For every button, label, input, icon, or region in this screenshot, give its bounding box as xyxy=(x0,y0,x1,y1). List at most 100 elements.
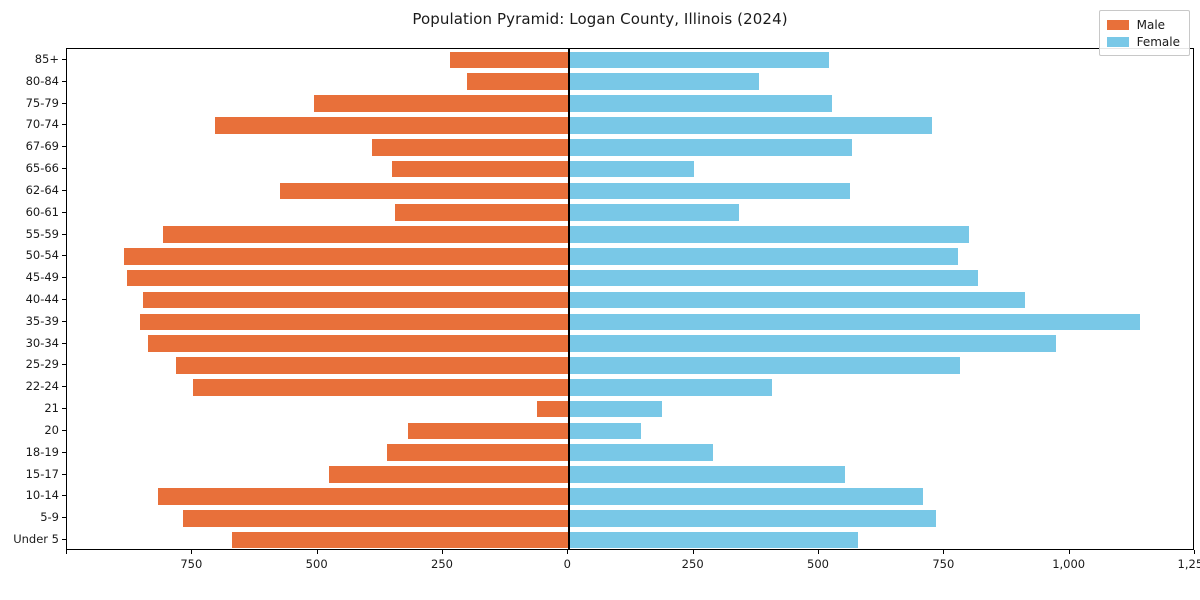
bar-female[interactable] xyxy=(568,531,858,549)
bar-male[interactable] xyxy=(450,51,569,69)
x-tick-label: 1,250 xyxy=(1177,557,1200,571)
bar-female[interactable] xyxy=(568,73,760,91)
bar-male[interactable] xyxy=(183,509,569,527)
y-tick-mark xyxy=(62,233,66,235)
y-tick-mark xyxy=(62,211,66,213)
x-tick-label: 500 xyxy=(305,557,328,571)
y-tick-label: 35-39 xyxy=(25,313,59,328)
bar-male[interactable] xyxy=(536,400,569,418)
bar-male[interactable] xyxy=(392,160,569,178)
pyramid-row xyxy=(67,248,1193,265)
bar-female[interactable] xyxy=(568,313,1141,331)
bar-female[interactable] xyxy=(568,357,961,374)
bar-female[interactable] xyxy=(568,182,850,200)
x-tick-mark xyxy=(66,550,67,554)
bar-female[interactable] xyxy=(568,204,740,221)
bar-male[interactable] xyxy=(407,422,569,440)
pyramid-row xyxy=(67,466,1193,483)
pyramid-row xyxy=(67,488,1193,505)
bar-male[interactable] xyxy=(123,248,569,265)
bar-female[interactable] xyxy=(568,51,830,69)
y-tick-mark xyxy=(62,189,66,191)
bar-male[interactable] xyxy=(313,95,569,112)
x-tick-mark xyxy=(692,550,694,554)
legend-item-female[interactable]: Female xyxy=(1106,33,1180,50)
y-tick-mark xyxy=(62,299,66,300)
bar-female[interactable] xyxy=(568,95,833,112)
bar-male[interactable] xyxy=(193,379,569,396)
bar-female[interactable] xyxy=(568,509,937,527)
bar-male[interactable] xyxy=(372,138,569,156)
x-tick-label: 250 xyxy=(681,557,704,571)
y-tick-mark xyxy=(62,495,66,497)
pyramid-row xyxy=(67,269,1193,287)
bar-male[interactable] xyxy=(328,466,569,483)
legend[interactable]: Male Female xyxy=(1098,10,1190,56)
bar-female[interactable] xyxy=(568,466,846,483)
bar-male[interactable] xyxy=(387,444,569,462)
legend-swatch-male xyxy=(1106,19,1129,30)
x-tick-mark xyxy=(191,550,193,554)
y-tick-label: 80-84 xyxy=(25,73,59,88)
bar-female[interactable] xyxy=(568,400,663,418)
y-tick-label: 45-49 xyxy=(25,270,59,285)
bar-male[interactable] xyxy=(395,204,569,221)
pyramid-row xyxy=(67,117,1193,134)
bar-female[interactable] xyxy=(568,291,1026,309)
x-tick-label: 750 xyxy=(932,557,955,571)
y-tick-mark xyxy=(62,473,66,475)
legend-label-female: Female xyxy=(1136,34,1180,49)
bar-female[interactable] xyxy=(568,226,970,243)
y-tick-mark xyxy=(62,168,66,170)
x-tick-mark xyxy=(316,550,318,554)
y-tick-mark xyxy=(62,255,66,257)
bar-male[interactable] xyxy=(280,182,569,200)
bar-female[interactable] xyxy=(568,379,773,396)
y-tick-label: 70-74 xyxy=(25,117,59,132)
bar-male[interactable] xyxy=(142,291,569,309)
bar-male[interactable] xyxy=(162,226,569,243)
pyramid-row xyxy=(67,313,1193,331)
x-tick-label: 500 xyxy=(807,557,829,571)
pyramid-row xyxy=(67,182,1193,200)
bar-male[interactable] xyxy=(126,269,569,287)
bar-female[interactable] xyxy=(568,488,924,505)
pyramid-row xyxy=(67,509,1193,527)
bar-female[interactable] xyxy=(568,138,853,156)
bar-female[interactable] xyxy=(568,422,642,440)
y-tick-mark xyxy=(62,386,66,388)
pyramid-row xyxy=(67,531,1193,549)
x-tick-label: 0 xyxy=(563,557,571,571)
y-tick-label: 55-59 xyxy=(25,226,59,241)
y-tick-mark xyxy=(62,429,66,431)
bar-male[interactable] xyxy=(139,313,569,331)
bar-male[interactable] xyxy=(147,335,569,352)
bar-female[interactable] xyxy=(568,269,978,287)
y-tick-mark xyxy=(62,146,66,148)
x-axis: 750 500 250 0 250 500 750 1,000 1,250 xyxy=(66,550,1200,580)
zero-axis-line xyxy=(568,49,570,549)
bar-female[interactable] xyxy=(568,117,933,134)
y-tick-label: 20 xyxy=(44,422,59,437)
y-tick-mark xyxy=(62,80,66,82)
bar-female[interactable] xyxy=(568,160,694,178)
pyramid-row xyxy=(67,226,1193,243)
legend-item-male[interactable]: Male xyxy=(1106,16,1180,33)
chart-title: Population Pyramid: Logan County, Illino… xyxy=(412,10,788,28)
y-tick-mark xyxy=(62,320,66,322)
bar-male[interactable] xyxy=(215,117,569,134)
plot-area xyxy=(66,48,1194,550)
y-tick-label: 62-64 xyxy=(25,182,59,197)
bar-male[interactable] xyxy=(231,531,569,549)
bar-female[interactable] xyxy=(568,335,1056,352)
x-tick-mark xyxy=(567,550,569,554)
bar-female[interactable] xyxy=(568,248,959,265)
bar-female[interactable] xyxy=(568,444,713,462)
bar-male[interactable] xyxy=(176,357,569,374)
y-tick-label: 15-17 xyxy=(25,466,59,481)
y-tick-mark xyxy=(62,102,66,104)
y-tick-label: 75-79 xyxy=(25,95,59,110)
y-tick-label: 65-66 xyxy=(25,161,59,176)
bar-male[interactable] xyxy=(157,488,569,505)
bar-male[interactable] xyxy=(467,73,569,91)
